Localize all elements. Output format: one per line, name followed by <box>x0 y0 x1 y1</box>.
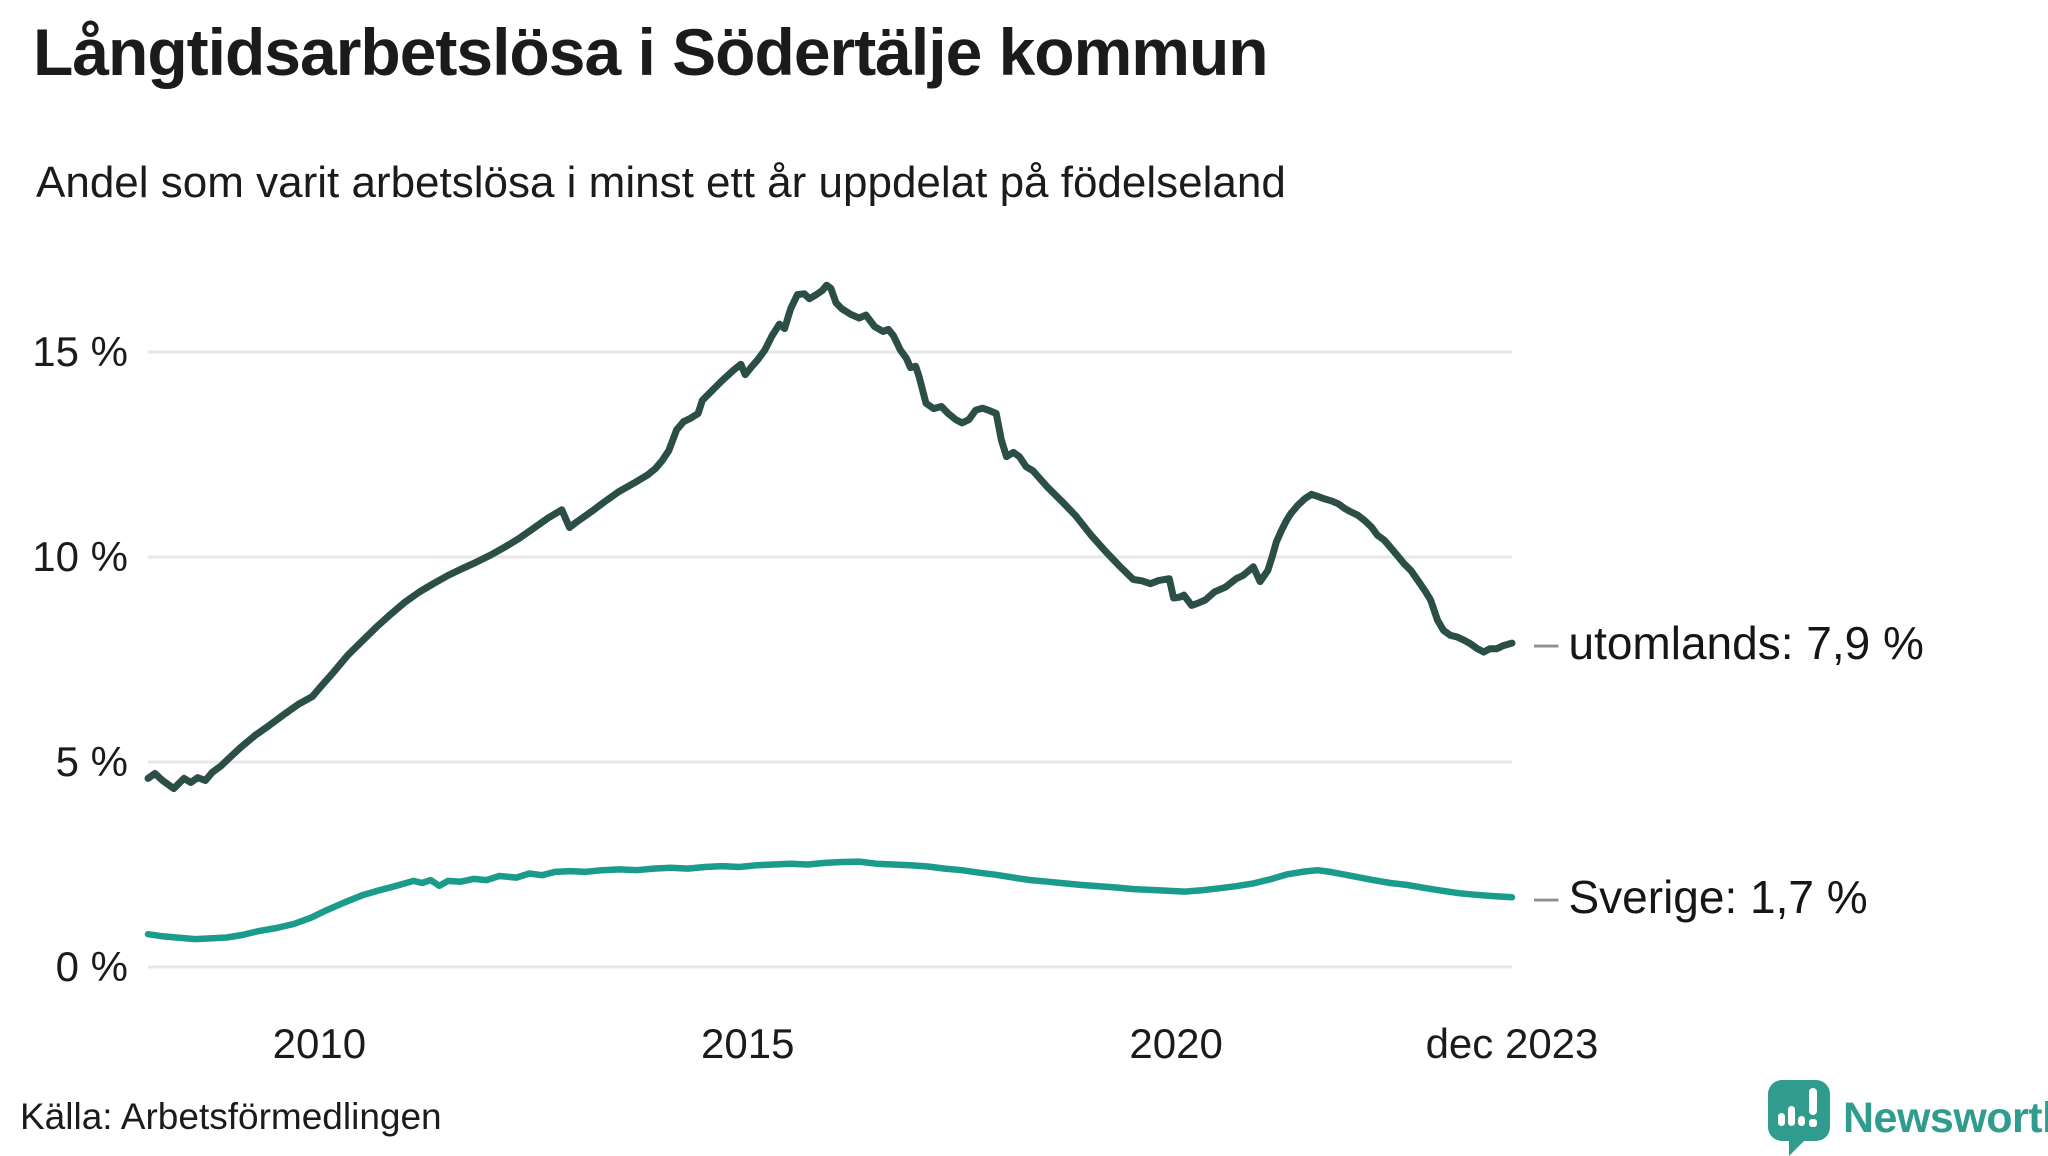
x-tick-label: 2015 <box>701 1020 795 1067</box>
series-label-sverige-text: Sverige: 1,7 % <box>1568 871 1868 924</box>
x-tick-label: 2010 <box>272 1020 367 1067</box>
page-title: Långtidsarbetslösa i Södertälje kommun <box>33 15 1269 89</box>
page-subtitle: Andel som varit arbetslösa i minst ett å… <box>36 158 1286 207</box>
series-label-sverige: – Sverige: 1,7 % <box>1534 870 1868 924</box>
series-label-utomlands-text: utomlands: 7,9 % <box>1568 617 1924 670</box>
y-tick-label: 0 % <box>55 943 128 990</box>
label-dash: – <box>1534 618 1559 668</box>
source-note: Källa: Arbetsförmedlingen <box>20 1096 442 1137</box>
series-line-utomlands <box>144 281 1516 793</box>
y-tick-label: 5 % <box>55 738 128 785</box>
label-dash: – <box>1534 872 1559 922</box>
newsworthy-icon <box>1768 1080 1830 1156</box>
series-label-utomlands: – utomlands: 7,9 % <box>1534 616 1924 670</box>
newsworthy-logo: Newsworthy <box>1768 1080 2048 1156</box>
x-tick-label: dec 2023 <box>1425 1020 1599 1067</box>
newsworthy-wordmark: Newsworthy <box>1843 1093 2048 1142</box>
y-tick-label: 15 % <box>32 328 128 375</box>
gridlines <box>148 350 1512 969</box>
x-tick-label: 2020 <box>1129 1020 1223 1067</box>
series-lines <box>144 281 1516 943</box>
series-line-sverige <box>144 858 1516 943</box>
y-tick-label: 10 % <box>32 533 128 580</box>
